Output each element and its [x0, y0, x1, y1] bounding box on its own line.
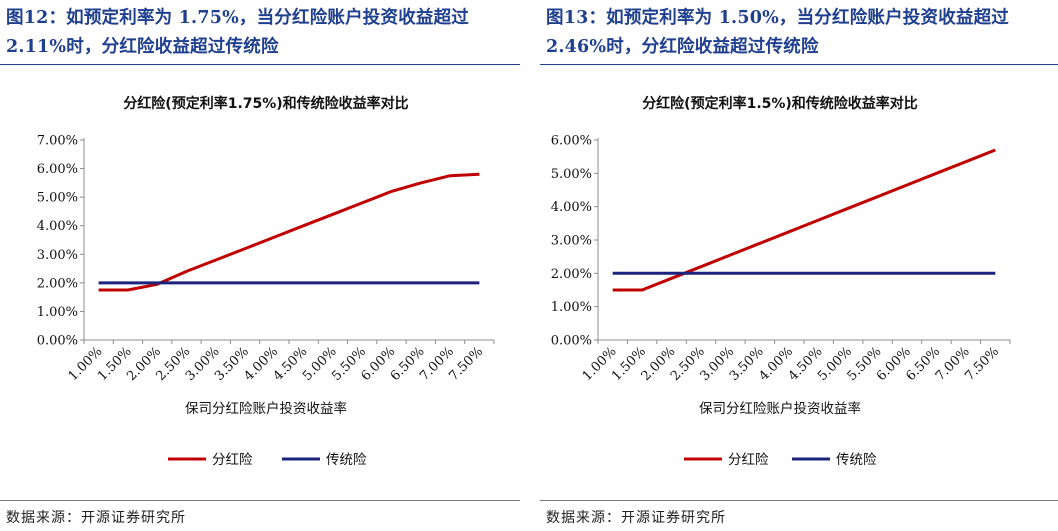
- y-tick-label: 1.00%: [551, 300, 592, 315]
- legend-label: 传统险: [326, 452, 367, 468]
- x-axis-label: 保司分红险账户投资收益率: [699, 400, 861, 417]
- line-chart-left: 分红险(预定利率1.75%)和传统险收益率对比 0.00% 1.00% 2.00% 3.…: [37, 95, 495, 468]
- y-tick-label: 6.00%: [551, 134, 592, 149]
- y-tick-label: 3.00%: [551, 234, 592, 249]
- source-note: 数据来源：开源证券研究所: [546, 510, 726, 526]
- figure-title: 图12：如预定利率为 1.75%，当分红险账户投资收益超过 2.11%时，分红险…: [6, 8, 469, 57]
- line-chart-right: 分红险(预定利率1.5%)和传统险收益率对比 0.00% 1.00% 2.00% 3.0…: [551, 95, 1011, 468]
- x-tick-label: 7.50%: [446, 344, 486, 384]
- series-line-dividend: [612, 148, 996, 292]
- x-tick-label: 7.50%: [962, 344, 1002, 384]
- y-tick-label: 2.00%: [551, 267, 592, 282]
- y-tick-label: 6.00%: [37, 162, 78, 177]
- y-tick-label: 4.00%: [37, 219, 78, 234]
- source-note: 数据来源：开源证券研究所: [6, 510, 186, 526]
- figure-title: 图13：如预定利率为 1.50%，当分红险账户投资收益超过 2.46%时，分红险…: [546, 8, 1009, 57]
- y-tick-label: 4.00%: [551, 200, 592, 215]
- y-tick-label: 1.00%: [37, 305, 78, 320]
- title-rule: [0, 64, 520, 65]
- y-tick-label: 2.00%: [37, 276, 78, 291]
- y-tick-label: 0.00%: [551, 334, 592, 349]
- legend-label: 分红险: [212, 452, 253, 468]
- y-tick-label: 3.00%: [37, 248, 78, 263]
- source-rule: [540, 500, 1058, 501]
- y-tick-label: 5.00%: [37, 191, 78, 206]
- y-tick-label: 5.00%: [551, 167, 592, 182]
- figure-panel-right: 图13：如预定利率为 1.50%，当分红险账户投资收益超过 2.46%时，分红险…: [540, 0, 1058, 531]
- y-tick-label: 7.00%: [37, 134, 78, 149]
- chart-title: 分红险(预定利率1.75%)和传统险收益率对比: [123, 95, 408, 112]
- title-rule: [540, 64, 1058, 65]
- chart-title: 分红险(预定利率1.5%)和传统险收益率对比: [642, 95, 918, 112]
- legend-label: 传统险: [836, 452, 877, 468]
- y-tick-label: 0.00%: [37, 334, 78, 349]
- legend-label: 分红险: [728, 452, 769, 468]
- source-rule: [0, 500, 520, 501]
- series-line-dividend: [98, 172, 480, 292]
- figure-panel-left: 图12：如预定利率为 1.75%，当分红险账户投资收益超过 2.11%时，分红险…: [0, 0, 520, 531]
- x-axis-label: 保司分红险账户投资收益率: [185, 400, 347, 417]
